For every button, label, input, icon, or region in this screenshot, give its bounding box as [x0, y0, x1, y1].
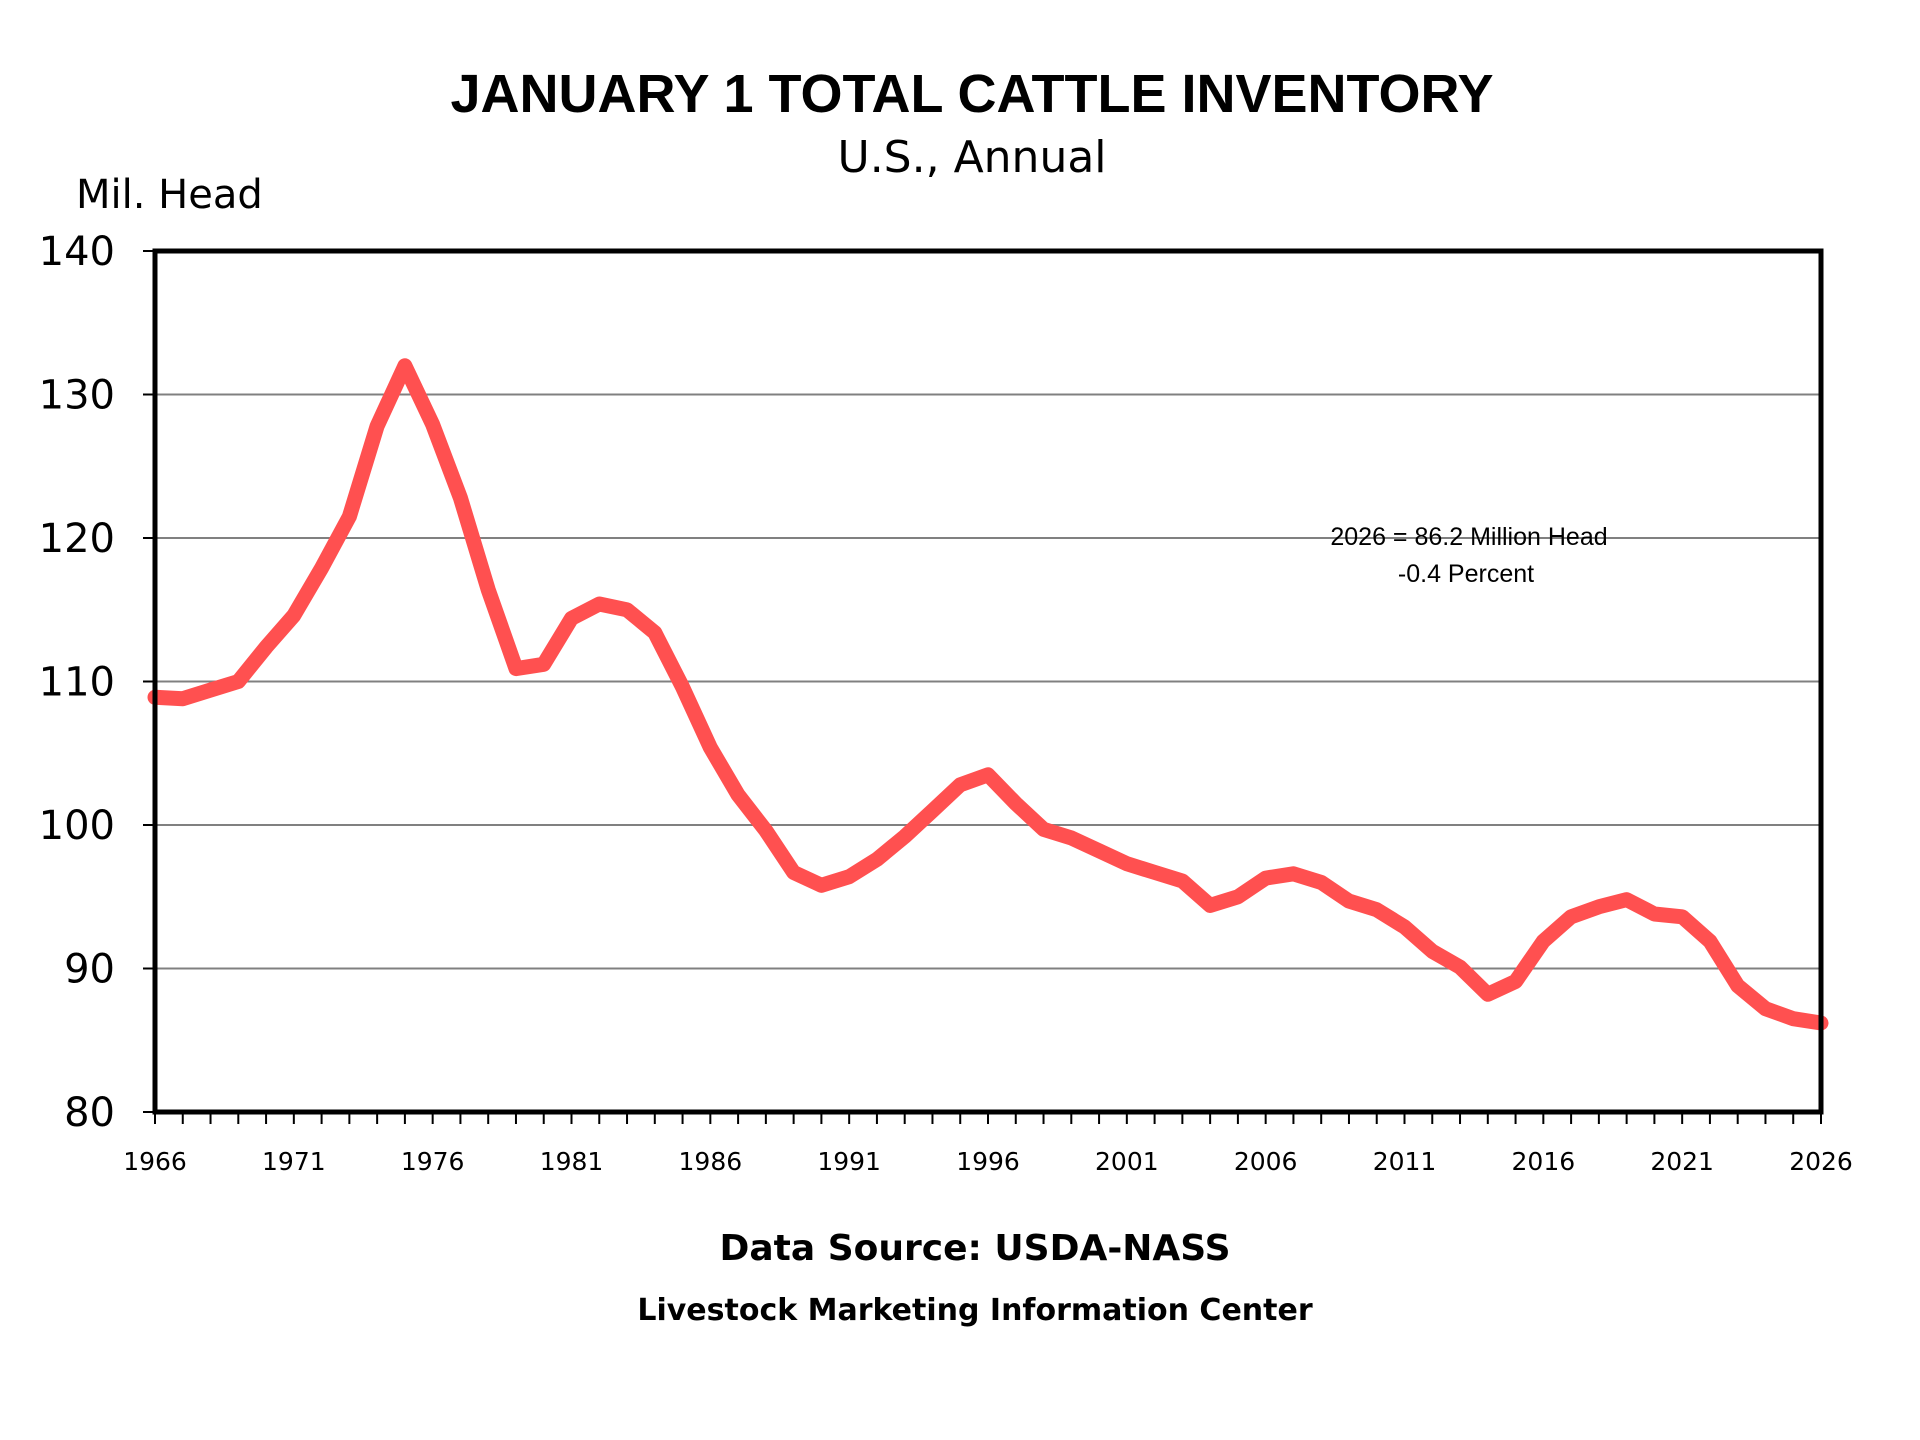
x-tick-label: 1981: [540, 1147, 604, 1176]
gridlines: [155, 393, 1821, 970]
annotation-change: -0.4 Percent: [1398, 560, 1534, 588]
y-tick-label: 80: [64, 1090, 115, 1136]
annotation-value: 2026 = 86.2 Million Head: [1330, 523, 1607, 551]
x-tick-label: 1971: [262, 1147, 326, 1176]
x-tick-label: 2011: [1373, 1147, 1437, 1176]
y-tick-label: 140: [39, 229, 115, 275]
series-group: [147, 358, 1829, 1031]
x-tick-label: 1966: [123, 1147, 187, 1176]
x-tick-label: 2016: [1512, 1147, 1576, 1176]
x-tick-label: 2001: [1095, 1147, 1159, 1176]
y-tick-label: 90: [64, 947, 115, 993]
x-tick-label: 1996: [956, 1147, 1020, 1176]
y-axis-ticks: 80 90 100 110 120 130 140: [39, 229, 155, 1136]
x-tick-label: 1986: [679, 1147, 743, 1176]
x-tick-label: 2021: [1650, 1147, 1714, 1176]
data-source: Data Source: USDA-NASS: [719, 1228, 1230, 1269]
x-tick-label: 2026: [1789, 1147, 1853, 1176]
y-tick-label: 120: [39, 516, 115, 562]
x-tick-label: 1991: [817, 1147, 881, 1176]
chart-subtitle: U.S., Annual: [837, 132, 1106, 183]
x-axis-ticks: 1966 1971 1976 1981 1986 1991 1996 2001 2006 2011…: [123, 1112, 1853, 1176]
y-tick-label: 110: [39, 660, 115, 706]
x-tick-label: 2006: [1234, 1147, 1298, 1176]
chart-title: JANUARY 1 TOTAL CATTLE INVENTORY: [450, 64, 1493, 124]
series-line: [147, 358, 1829, 1031]
y-axis-label: Mil. Head: [76, 172, 263, 218]
plot-frame: [152, 248, 1824, 1115]
y-tick-label: 100: [39, 803, 115, 849]
y-tick-label: 130: [39, 373, 115, 419]
organization: Livestock Marketing Information Center: [637, 1293, 1312, 1328]
x-tick-label: 1976: [401, 1147, 465, 1176]
